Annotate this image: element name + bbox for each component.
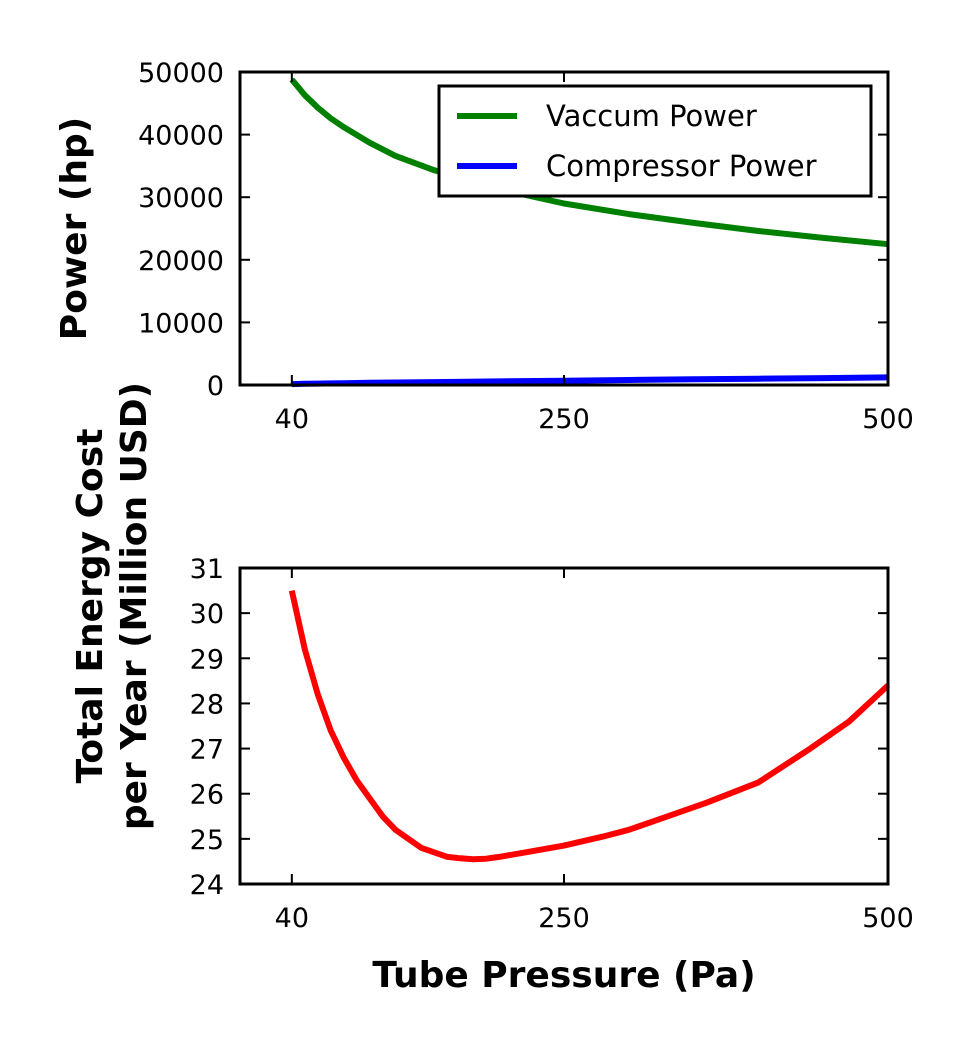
x-tick-label: 500 (862, 404, 914, 435)
y-tick-label: 31 (190, 554, 224, 585)
y-axis-title: per Year (Million USD) (114, 382, 155, 830)
legend-entry: Compressor Power (546, 149, 817, 183)
legend-box (437, 84, 873, 198)
x-tick-label: 40 (275, 404, 309, 435)
y-tick-label: 28 (190, 689, 224, 720)
plot-frame (238, 566, 890, 886)
x-tick-label: 500 (862, 903, 914, 934)
y-tick-label: 25 (190, 825, 224, 856)
x-tick-label: 40 (275, 903, 309, 934)
power-chart: 40 250 500 0 10000 20000 30000 40000 50000 Power … (54, 58, 914, 435)
energy-cost-chart: 40 250 500 24 25 26 27 28 29 30 31 Total Energy Cos… (70, 382, 914, 934)
y-tick-label: 40000 (138, 121, 224, 152)
y-tick-label: 30 (190, 599, 224, 630)
y-axis-title: Total Energy Cost (70, 429, 111, 784)
series-line-compressor-power (291, 374, 889, 388)
x-tick-label: 250 (538, 903, 590, 934)
y-axis-title: Power (hp) (54, 117, 95, 340)
y-tick-label: 50000 (138, 58, 224, 89)
series-line-1-0 (288, 589, 891, 863)
y-tick-label: 29 (190, 644, 224, 675)
y-tick-label: 30000 (138, 183, 224, 214)
y-tick-label: 26 (190, 780, 224, 811)
y-tick-label: 24 (190, 870, 224, 901)
x-axis-title: Tube Pressure (Pa) (372, 955, 755, 996)
x-tick-label: 250 (538, 404, 590, 435)
legend-entry: Vaccum Power (546, 99, 757, 133)
y-tick-label: 27 (190, 735, 224, 766)
y-tick-label: 20000 (138, 246, 224, 277)
y-tick-label: 0 (207, 371, 224, 402)
y-tick-label: 10000 (138, 308, 224, 339)
series-line-vaccum-power (289, 77, 889, 248)
